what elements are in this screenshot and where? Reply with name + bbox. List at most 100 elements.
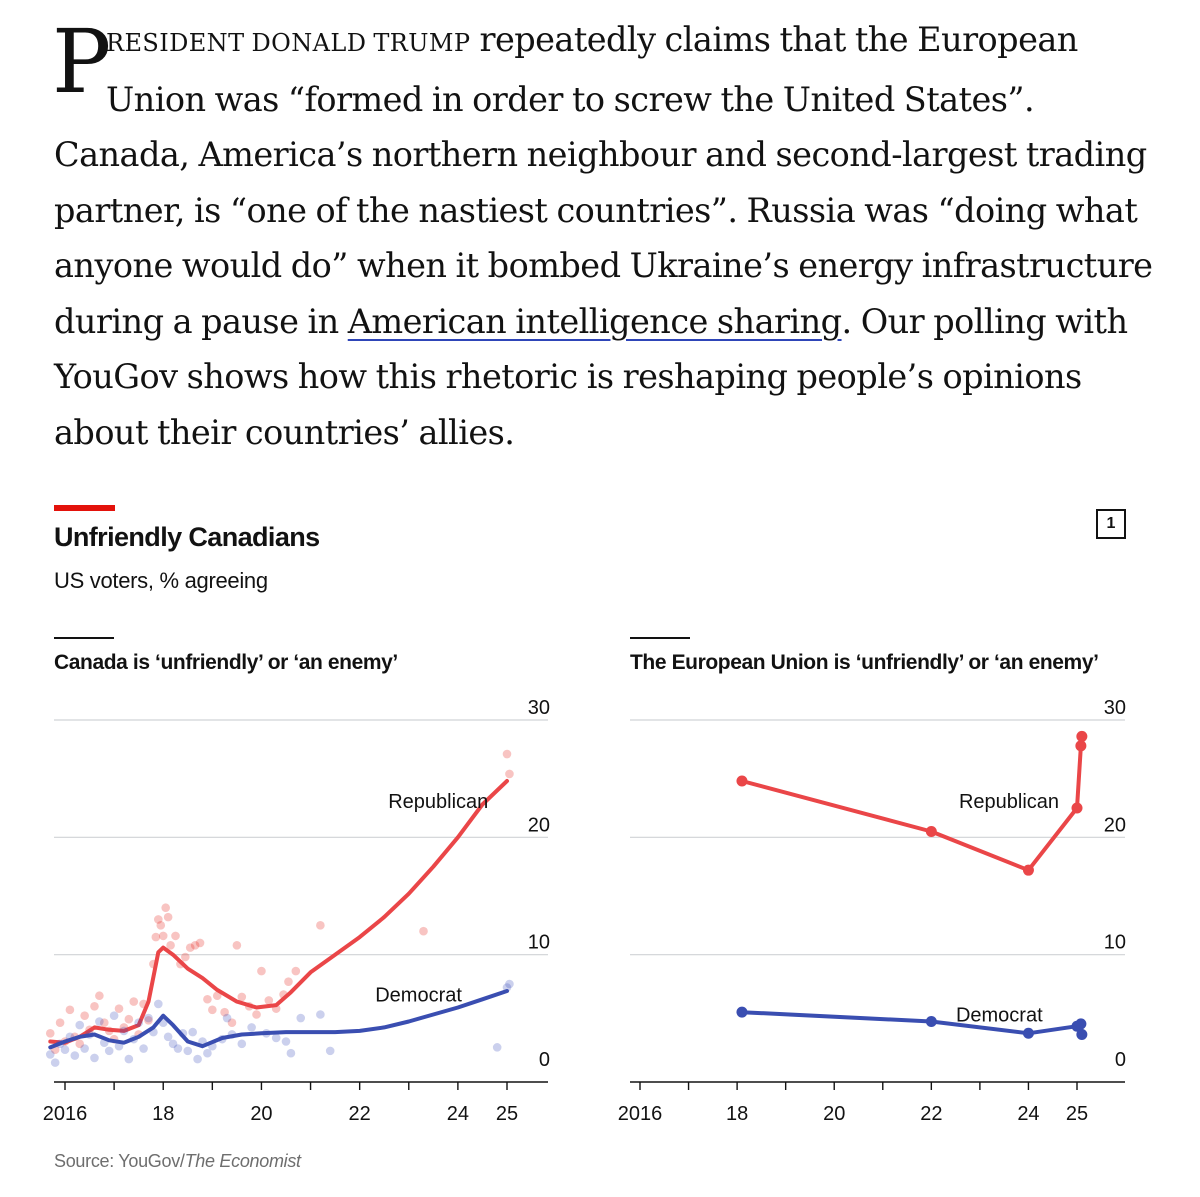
republican-marker-5 [1076, 730, 1088, 742]
republican-poll-point-36 [208, 1005, 217, 1015]
article-line-8: about their countries’ allies. [54, 412, 515, 452]
democrat-poll-point-37 [237, 1039, 247, 1049]
republican-poll-point-38 [220, 1007, 229, 1017]
republican-label: Republican [959, 791, 1059, 813]
chart-subtitle: US voters, % agreeing [54, 568, 268, 593]
y-tick-label-20: 20 [528, 814, 550, 836]
democrat-poll-point-32 [203, 1048, 212, 1058]
x-tick-label-2024: 24 [447, 1103, 469, 1125]
democrat-marker-4 [1075, 1018, 1087, 1030]
republican-poll-point-40 [232, 940, 242, 950]
republican-poll-point-26 [161, 903, 170, 913]
republican-poll-point-10 [95, 991, 104, 1001]
republican-poll-point-11 [99, 1018, 109, 1028]
democrat-marker-1 [925, 1016, 937, 1028]
republican-poll-point-41 [237, 992, 247, 1002]
source-prefix: Source: YouGov/ [54, 1151, 185, 1171]
article-line-7: YouGov shows how this rhetoric is reshap… [54, 357, 1082, 396]
democrat-poll-point-46 [492, 1043, 502, 1052]
source-italic: The Economist [184, 1151, 301, 1171]
x-tick-label-2025: 25 [496, 1103, 518, 1125]
republican-poll-point-31 [181, 952, 190, 962]
x-tick-label-2020: 20 [823, 1103, 845, 1125]
republican-poll-point-24 [156, 921, 166, 930]
x-tick-label-2022: 22 [920, 1103, 942, 1125]
democrat-poll-point-19 [139, 1044, 148, 1053]
chart-number-badge: 1 [1096, 509, 1126, 539]
democrat-poll-point-15 [119, 1026, 129, 1036]
y-tick-label-30: 30 [528, 697, 550, 719]
chart-brand-bar [54, 505, 115, 511]
republican-poll-point-16 [124, 1014, 134, 1024]
source-note: Source: YouGov/The Economist [54, 1151, 301, 1172]
republican-poll-point-48 [284, 977, 293, 986]
democrat-poll-point-44 [316, 1010, 325, 1019]
democrat-poll-point-38 [247, 1023, 256, 1032]
democrat-poll-point-18 [134, 1018, 143, 1028]
democrat-marker-2 [1022, 1027, 1034, 1039]
republican-poll-point-34 [195, 938, 205, 948]
article-line-1-rest: repeatedly claims that the European [470, 20, 1079, 59]
y-tick-label-0: 0 [1115, 1049, 1126, 1071]
x-tick-label-2016: 2016 [43, 1103, 88, 1125]
republican-poll-point-0 [45, 1028, 55, 1038]
republican-poll-point-52 [502, 749, 512, 759]
democrat-poll-point-20 [144, 1013, 153, 1023]
y-tick-label-10: 10 [528, 932, 550, 954]
democrat-marker-0 [736, 1006, 748, 1018]
republican-marker-3 [1071, 802, 1083, 814]
democrat-label: Democrat [375, 985, 462, 1007]
democrat-poll-point-6 [75, 1020, 85, 1030]
republican-poll-point-29 [171, 931, 180, 941]
republican-poll-point-23 [154, 915, 163, 924]
intelligence-sharing-link[interactable]: American intelligence sharing [347, 301, 842, 341]
republican-line [48, 779, 509, 1045]
republican-poll-point-20 [144, 1016, 153, 1025]
democrat-poll-point-43 [296, 1013, 306, 1023]
democrat-poll-point-25 [168, 1039, 178, 1049]
article-line-5: anyone would do” when it bombed Ukraine’… [54, 246, 1153, 285]
republican-poll-point-53 [505, 769, 514, 779]
republican-poll-point-35 [203, 994, 212, 1004]
article-line-4: partner, is “one of the nastiest countri… [54, 190, 1138, 230]
x-tick-label-2020: 20 [250, 1103, 272, 1125]
republican-poll-point-32 [185, 943, 195, 952]
democrat-poll-point-0 [45, 1050, 55, 1059]
democrat-poll-point-45 [325, 1046, 335, 1056]
panel-1-title: Canada is ‘unfriendly’ or ‘an enemy’ [54, 651, 398, 674]
democrat-poll-point-22 [154, 999, 163, 1009]
panel-2-rule [630, 637, 690, 639]
republican-poll-point-44 [257, 966, 266, 976]
republican-poll-point-2 [55, 1018, 65, 1028]
democrat-poll-point-28 [183, 1046, 193, 1056]
democrat-poll-point-13 [109, 1011, 119, 1020]
republican-poll-point-45 [264, 996, 274, 1005]
republican-poll-point-9 [90, 1001, 99, 1011]
republican-poll-point-33 [190, 940, 200, 950]
article-line-6-post: . Our polling with [841, 301, 1129, 341]
panel-1-rule [54, 637, 114, 639]
x-tick-label-2018: 18 [726, 1103, 748, 1125]
republican-poll-point-6 [75, 1039, 85, 1049]
x-tick-label-2018: 18 [152, 1103, 174, 1125]
republican-poll-point-51 [419, 926, 428, 936]
chart-title: Unfriendly Canadians [54, 522, 320, 552]
democrat-poll-point-9 [90, 1053, 99, 1063]
panel-2-title: The European Union is ‘unfriendly’ or ‘a… [630, 651, 1099, 674]
democrat-poll-point-12 [104, 1046, 114, 1056]
democrat-poll-point-5 [70, 1051, 80, 1060]
republican-poll-point-37 [212, 991, 222, 1001]
y-tick-label-20: 20 [1104, 814, 1126, 836]
republican-marker-1 [925, 825, 937, 837]
republican-poll-point-50 [316, 921, 325, 930]
lead-smallcaps: RESIDENT DONALD TRUMP [106, 29, 471, 57]
democrat-poll-point-1 [50, 1058, 60, 1067]
republican-marker-2 [1022, 864, 1034, 876]
republican-poll-point-25 [158, 931, 168, 941]
democrat-line [48, 989, 509, 1050]
republican-poll-point-43 [252, 1010, 261, 1019]
democrat-poll-point-48 [505, 979, 514, 989]
democrat-poll-point-24 [163, 1032, 173, 1042]
democrat-marker-5 [1076, 1028, 1088, 1040]
drop-cap: P [52, 10, 112, 113]
